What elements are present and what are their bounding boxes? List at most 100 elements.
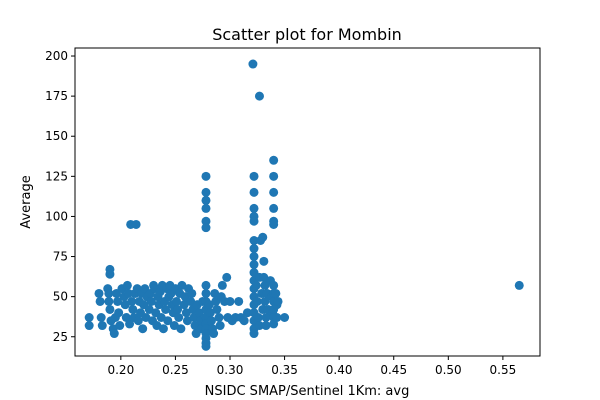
x-tick-label: 0.30 — [217, 363, 244, 377]
data-point — [215, 321, 225, 331]
data-point — [249, 187, 259, 197]
y-tick-label: 100 — [45, 209, 68, 223]
data-point — [272, 313, 282, 322]
data-points — [84, 59, 524, 351]
data-point — [273, 296, 283, 306]
x-tick-label: 0.40 — [326, 363, 353, 377]
data-point — [271, 288, 281, 298]
data-point — [249, 171, 259, 181]
data-point — [125, 319, 135, 329]
data-point — [128, 304, 138, 314]
y-tick-label: 150 — [45, 129, 68, 143]
x-axis: 0.20 0.25 0.30 0.35 0.40 0.45 0.50 0.55 — [107, 356, 516, 377]
data-point — [172, 296, 182, 306]
data-point — [259, 256, 269, 266]
plot-frame — [74, 47, 541, 357]
data-point — [249, 260, 259, 270]
data-point — [174, 313, 184, 322]
data-point — [94, 288, 104, 298]
data-point — [201, 280, 211, 290]
data-point — [249, 244, 259, 254]
y-tick-label: 175 — [45, 89, 68, 103]
data-point — [269, 203, 279, 213]
data-point — [269, 155, 279, 165]
data-point — [260, 296, 270, 306]
data-point — [249, 236, 259, 245]
data-point — [234, 296, 244, 306]
y-tick-label: 200 — [45, 49, 68, 63]
data-point — [146, 296, 156, 306]
data-point — [212, 304, 222, 314]
x-tick-label: 0.55 — [490, 363, 517, 377]
data-point — [201, 216, 211, 226]
data-point — [251, 280, 261, 290]
data-point — [173, 304, 183, 314]
x-tick-label: 0.45 — [380, 363, 407, 377]
data-point — [163, 316, 173, 326]
data-point — [131, 219, 141, 229]
x-tick-label: 0.25 — [162, 363, 189, 377]
data-point — [114, 308, 124, 318]
data-point — [84, 321, 94, 331]
data-point — [222, 272, 232, 282]
data-point — [269, 219, 279, 229]
data-point — [161, 304, 171, 314]
data-point — [249, 329, 259, 339]
data-point — [514, 280, 524, 290]
data-point — [158, 324, 168, 334]
y-tick-label: 25 — [53, 330, 68, 344]
data-point — [122, 280, 132, 290]
data-point — [261, 321, 271, 331]
data-point — [242, 308, 252, 318]
data-point — [201, 171, 211, 181]
data-point — [84, 313, 94, 322]
data-point — [104, 296, 114, 306]
data-point — [95, 296, 105, 306]
y-tick-label: 75 — [53, 250, 68, 264]
data-point — [214, 313, 224, 322]
data-point — [217, 280, 227, 290]
chart-title: Scatter plot for Mombin — [212, 25, 402, 44]
data-point — [249, 203, 259, 213]
data-point — [201, 187, 211, 197]
y-tick-label: 50 — [53, 290, 68, 304]
y-axis: 25 50 75 100 125 150 175 200 — [45, 49, 75, 344]
y-axis-label: Average — [19, 175, 34, 228]
data-point — [249, 252, 259, 262]
data-point — [187, 288, 197, 298]
x-tick-label: 0.50 — [435, 363, 462, 377]
data-point — [105, 269, 115, 279]
data-point — [113, 296, 123, 306]
data-point — [109, 329, 119, 339]
data-point — [254, 321, 264, 331]
data-point — [105, 304, 115, 314]
data-point — [254, 91, 264, 101]
y-tick-label: 125 — [45, 169, 68, 183]
data-point — [269, 280, 279, 290]
data-point — [201, 203, 211, 213]
data-point — [104, 288, 114, 298]
data-point — [97, 321, 107, 331]
data-point — [115, 321, 125, 331]
data-point — [123, 288, 133, 298]
data-point — [201, 195, 211, 205]
data-point — [201, 288, 211, 298]
x-tick-label: 0.35 — [271, 363, 298, 377]
data-point — [280, 313, 290, 322]
data-point — [269, 171, 279, 181]
data-point — [176, 324, 186, 334]
data-point — [239, 316, 249, 326]
data-point — [248, 59, 258, 69]
data-point — [261, 313, 271, 322]
data-point — [209, 329, 219, 339]
data-point — [201, 223, 211, 233]
data-point — [249, 216, 259, 226]
data-point — [269, 187, 279, 197]
data-point — [252, 296, 262, 306]
data-point — [133, 316, 143, 326]
data-point — [138, 324, 148, 334]
data-point — [253, 313, 263, 322]
data-point — [201, 341, 211, 351]
